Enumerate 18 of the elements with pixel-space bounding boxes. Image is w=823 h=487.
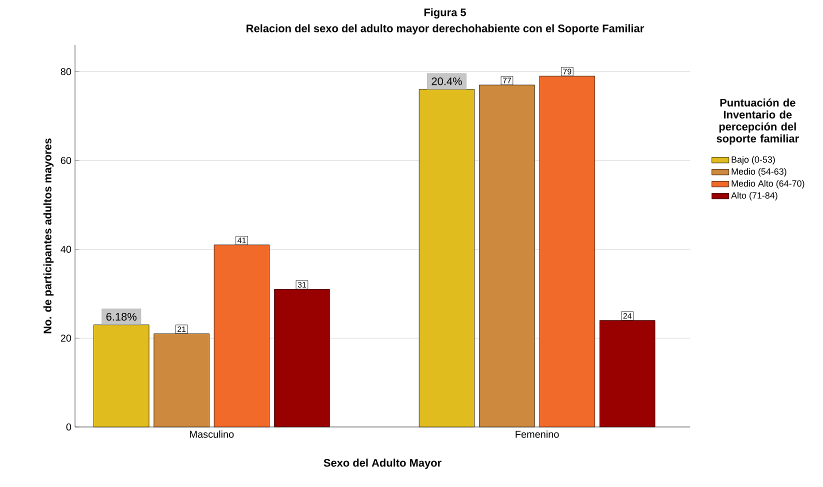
chart-subtitle: Relacion del sexo del adulto mayor derechohabiente con el Soporte Familiar: [246, 24, 644, 34]
y-tick-label: 40: [60, 246, 72, 253]
chart-title: Figura 5: [424, 8, 466, 18]
y-axis-title: No. de participantes adultos mayores: [43, 138, 54, 334]
legend-label: Medio Alto (64-70): [732, 180, 804, 188]
legend-label: Bajo (0-53): [732, 156, 775, 164]
x-axis-title: Sexo del Adulto Mayor: [324, 458, 442, 469]
annotation: 20.4%: [432, 77, 462, 86]
x-tick-label: Femenino: [516, 430, 559, 438]
y-tick-label: 80: [60, 68, 72, 76]
legend-label: Medio (54-63): [732, 168, 786, 176]
y-tick-label: 60: [60, 156, 72, 164]
legend-title: Puntuación de Inventario de percepción del soporte familiar: [716, 98, 799, 145]
y-tick-label: 20: [60, 334, 72, 342]
y-tick-label: 0: [66, 423, 72, 431]
legend-label: Alto (71-84): [731, 192, 778, 200]
x-tick-label: Masculino: [190, 430, 234, 438]
annotation: 6.18%: [106, 312, 137, 321]
